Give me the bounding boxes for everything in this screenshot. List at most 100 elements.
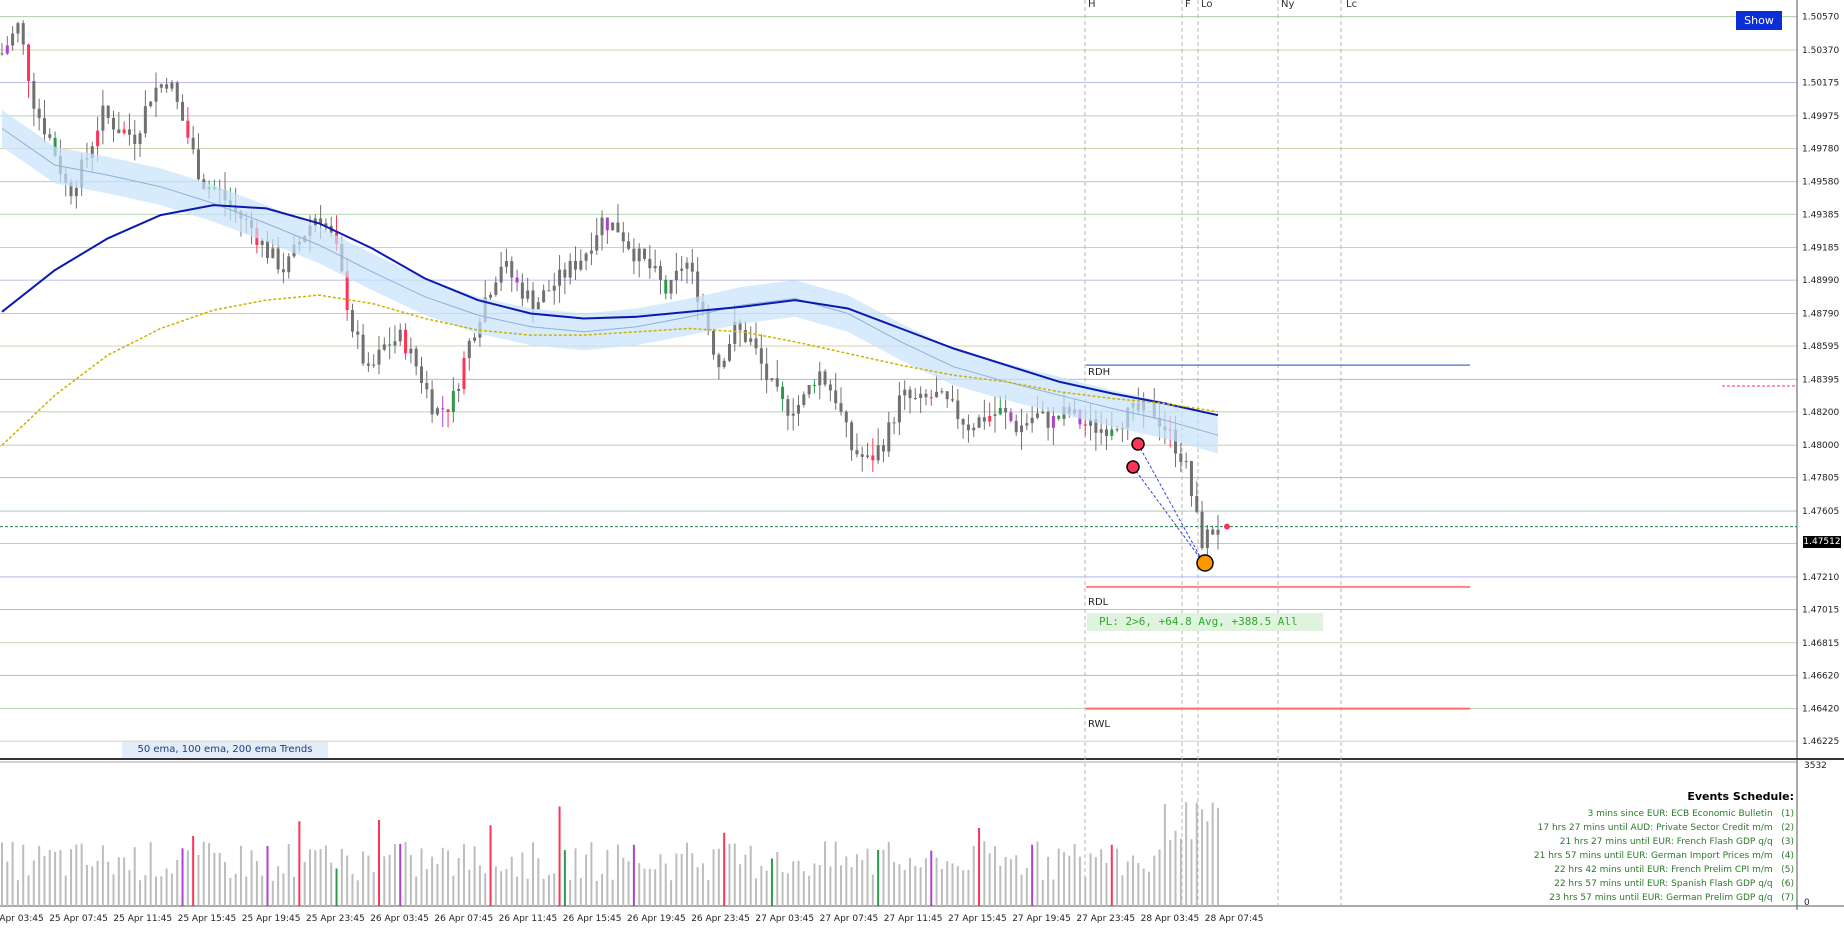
candle-body — [1046, 411, 1050, 428]
trade-exit-marker — [1196, 554, 1214, 572]
event-row: 21 hrs 57 mins until EUR: German Import … — [1533, 851, 1794, 861]
candle-body — [404, 329, 408, 354]
y-tick-label: 1.50175 — [1802, 79, 1839, 89]
candle-body — [770, 378, 774, 381]
events-title: Events Schedule: — [1687, 790, 1794, 803]
candle-body — [1025, 423, 1029, 426]
candle-body — [196, 149, 200, 180]
ema-200-line — [1, 294, 1219, 446]
candle-body — [743, 329, 747, 342]
candle-body — [998, 407, 1002, 415]
candle-body — [680, 268, 684, 271]
candle-body — [382, 344, 386, 350]
candle-body — [74, 187, 78, 197]
candle-body — [425, 382, 429, 390]
candle-body — [727, 343, 731, 361]
candle-body — [866, 455, 870, 457]
candle-body — [419, 366, 423, 383]
x-tick-label: 27 Apr 15:45 — [948, 914, 1007, 924]
ema-trend-label: 50 ema, 100 ema, 200 ema Trends — [122, 742, 328, 758]
candle-body — [637, 248, 641, 262]
x-tick-label: 27 Apr 07:45 — [820, 914, 879, 924]
candle-body — [595, 235, 599, 251]
show-button[interactable]: Show — [1736, 11, 1782, 30]
candle-body — [154, 87, 158, 102]
candle-body — [1035, 413, 1039, 418]
candle-body — [1030, 417, 1034, 424]
y-tick-label: 1.48595 — [1802, 342, 1839, 352]
x-tick-label: 26 Apr 19:45 — [627, 914, 686, 924]
candle-body — [398, 329, 402, 342]
candle-body — [388, 344, 392, 346]
rdh-label: RDH — [1088, 367, 1111, 378]
events-schedule: Events Schedule: 3 mins since EUR: ECB E… — [1534, 790, 1794, 905]
candle-body — [191, 137, 195, 150]
candle-body — [674, 270, 678, 281]
candle-body — [945, 391, 949, 400]
candle-body — [919, 393, 923, 398]
candle-body — [908, 389, 912, 399]
candle-body — [446, 409, 450, 413]
candle-body — [133, 134, 137, 144]
ema-band — [2, 110, 1218, 454]
candle-body — [101, 105, 105, 131]
candle-body — [823, 371, 827, 385]
candle-body — [281, 269, 285, 273]
candle-body — [287, 256, 291, 273]
candle-body — [1115, 429, 1119, 431]
x-tick-label: 26 Apr 03:45 — [370, 914, 429, 924]
y-tick-label: 1.46225 — [1802, 737, 1839, 747]
ema-100-line — [1, 204, 1219, 417]
candle-body — [542, 290, 546, 303]
session-marker-h: H — [1088, 0, 1096, 10]
candle-body — [319, 218, 323, 224]
candle-body — [276, 248, 280, 270]
candle-body — [1014, 420, 1018, 433]
y-tick-label: 1.48990 — [1802, 276, 1839, 286]
candle-body — [850, 422, 854, 451]
candle-body — [749, 338, 753, 342]
candle-body — [350, 310, 354, 332]
candle-body — [435, 408, 439, 415]
y-tick-label: 1.49185 — [1802, 244, 1839, 254]
candle-body — [828, 384, 832, 391]
candle-body — [1083, 424, 1087, 426]
candle-body — [441, 408, 445, 410]
y-tick-label: 1.46420 — [1802, 705, 1839, 715]
candle-body — [1094, 419, 1098, 433]
event-row: 17 hrs 27 mins until AUD: Private Sector… — [1537, 823, 1794, 833]
x-tick-label: 25 Apr 07:45 — [49, 914, 108, 924]
x-tick-label: 25 Apr 19:45 — [242, 914, 301, 924]
candle-body — [170, 82, 174, 89]
trade-entry-marker — [1126, 460, 1140, 474]
candle-body — [165, 84, 169, 89]
candle-body — [1104, 429, 1108, 436]
candle-body — [621, 232, 625, 242]
event-row: 23 hrs 57 mins until EUR: German Prelim … — [1549, 893, 1794, 903]
candle-body — [122, 129, 126, 134]
candle-body — [552, 285, 556, 291]
candle-body — [759, 348, 763, 364]
candle-body — [69, 182, 73, 197]
y-tick-label: 1.47210 — [1802, 573, 1839, 583]
candle-body — [988, 415, 992, 422]
candle-body — [271, 248, 275, 258]
candle-body — [966, 424, 970, 431]
candle-body — [1099, 429, 1103, 433]
candle-body — [1110, 429, 1114, 436]
x-tick-label: 28 Apr 03:45 — [1141, 914, 1200, 924]
candle-body — [950, 399, 954, 401]
candle-body — [797, 405, 801, 414]
candle-body — [159, 84, 163, 88]
candle-body — [834, 390, 838, 404]
candle-body — [90, 146, 94, 159]
candle-body — [897, 395, 901, 423]
candle-body — [653, 265, 657, 269]
candle-body — [611, 222, 615, 231]
candle-body — [430, 389, 434, 415]
candle-body — [1189, 461, 1193, 497]
candle-body — [181, 101, 185, 121]
ema-50-line — [1, 127, 1219, 436]
x-tick-label: 26 Apr 15:45 — [563, 914, 622, 924]
event-row: 21 hrs 27 mins until EUR: French Flash G… — [1559, 837, 1794, 847]
